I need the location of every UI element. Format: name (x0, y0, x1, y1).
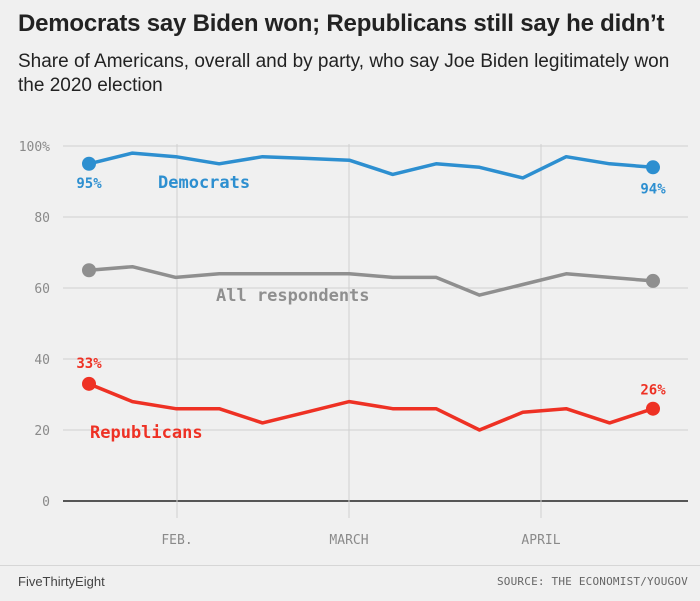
series-name-label: Republicans (90, 423, 203, 443)
y-tick-label: 0 (42, 495, 50, 510)
series-endpoint (82, 263, 96, 278)
y-tick-label: 60 (34, 282, 50, 297)
series-labels: Democrats 95% 94% All respondents Republican… (76, 173, 666, 443)
series-group (82, 151, 660, 432)
y-tick-label: 20 (34, 424, 50, 439)
y-tick-label: 80 (34, 211, 50, 226)
source-note: SOURCE: THE ECONOMIST/YOUGOV (496, 575, 688, 588)
series-end-value-label: 94% (640, 181, 666, 197)
series-endpoint (82, 376, 96, 391)
series-line-1 (87, 264, 655, 297)
y-tick-label: 100% (19, 140, 50, 155)
series-endpoint (646, 273, 660, 288)
series-start-value-label: 33% (76, 356, 102, 372)
series-endpoint (646, 160, 660, 175)
x-tick-label: APRIL (521, 533, 560, 548)
y-axis-ticks: 0 20 40 60 80 100% (19, 140, 50, 510)
series-endpoint (82, 156, 96, 171)
series-endpoint (646, 401, 660, 416)
x-tick-label: MARCH (329, 533, 368, 548)
grid (63, 144, 688, 518)
series-name-label: All respondents (216, 286, 370, 306)
series-line-2 (87, 382, 655, 432)
footer-divider (0, 565, 700, 566)
brand-logo: FiveThirtyEight (18, 574, 105, 589)
chart-subtitle: Share of Americans, overall and by party… (18, 51, 670, 96)
x-tick-label: FEB. (161, 533, 192, 548)
series-start-value-label: 95% (76, 176, 102, 192)
x-axis-ticks: FEB. MARCH APRIL (161, 533, 560, 548)
series-name-label: Democrats (158, 173, 250, 193)
series-end-value-label: 26% (640, 383, 666, 399)
series-line-0 (87, 151, 655, 180)
y-tick-label: 40 (34, 353, 50, 368)
chart-title: Democrats say Biden won; Republicans sti… (18, 10, 665, 37)
